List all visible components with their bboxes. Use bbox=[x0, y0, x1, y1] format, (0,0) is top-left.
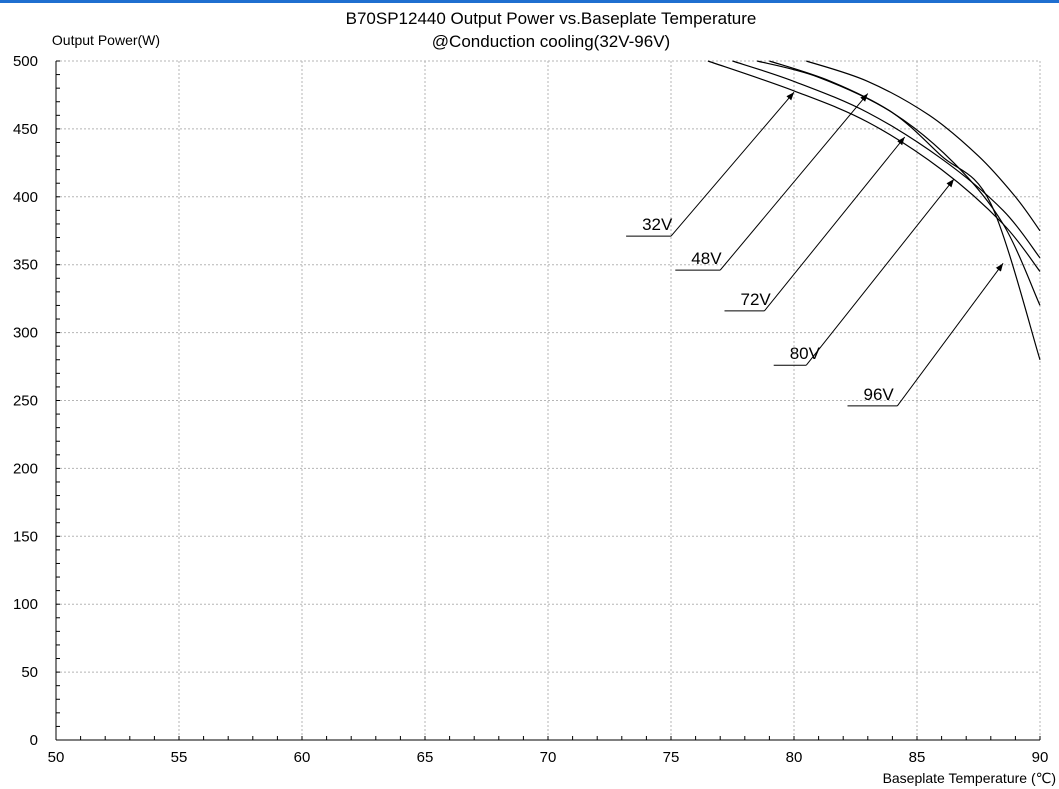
y-tick-label-200: 200 bbox=[13, 460, 38, 477]
x-tick-label-65: 65 bbox=[417, 749, 434, 766]
x-tick-label-75: 75 bbox=[663, 749, 680, 766]
x-tick-label-90: 90 bbox=[1032, 749, 1049, 766]
series-line-32V bbox=[707, 60, 1041, 272]
x-tick-label-80: 80 bbox=[786, 749, 803, 766]
y-axis-title: Output Power(W) bbox=[52, 32, 160, 48]
x-tick-label-85: 85 bbox=[909, 749, 926, 766]
series-line-72V bbox=[756, 60, 1041, 306]
top-accent-line bbox=[0, 0, 1059, 3]
x-tick-label-60: 60 bbox=[294, 749, 311, 766]
y-tick-label-150: 150 bbox=[13, 528, 38, 545]
y-tick-label-50: 50 bbox=[21, 664, 38, 681]
annotation-label-32V: 32V bbox=[642, 215, 673, 234]
series-line-48V bbox=[732, 60, 1041, 259]
y-tick-label-100: 100 bbox=[13, 596, 38, 613]
chart-title: B70SP12440 Output Power vs.Baseplate Tem… bbox=[346, 9, 757, 28]
annotation-arrow-80V bbox=[805, 178, 955, 366]
annotation-label-80V: 80V bbox=[790, 344, 821, 363]
x-tick-label-50: 50 bbox=[48, 749, 65, 766]
y-tick-label-0: 0 bbox=[30, 732, 38, 749]
x-tick-label-70: 70 bbox=[540, 749, 557, 766]
series-line-96V bbox=[806, 60, 1041, 232]
y-tick-label-450: 450 bbox=[13, 121, 38, 138]
annotation-label-96V: 96V bbox=[864, 385, 895, 404]
y-tick-label-500: 500 bbox=[13, 53, 38, 70]
series-line-80V bbox=[769, 60, 1041, 360]
annotation-label-48V: 48V bbox=[691, 249, 722, 268]
annotation-label-72V: 72V bbox=[741, 290, 772, 309]
annotation-arrow-32V bbox=[670, 91, 795, 237]
y-tick-label-400: 400 bbox=[13, 189, 38, 206]
y-tick-label-350: 350 bbox=[13, 257, 38, 274]
chart-subtitle: @Conduction cooling(32V-96V) bbox=[432, 32, 670, 51]
y-tick-label-250: 250 bbox=[13, 393, 38, 410]
annotation-arrow-72V bbox=[764, 136, 906, 312]
x-tick-label-55: 55 bbox=[171, 749, 188, 766]
annotation-arrow-48V bbox=[719, 93, 869, 271]
x-axis-title: Baseplate Temperature (℃) bbox=[883, 770, 1056, 786]
annotation-arrow-96V bbox=[896, 263, 1004, 407]
y-tick-label-300: 300 bbox=[13, 325, 38, 342]
